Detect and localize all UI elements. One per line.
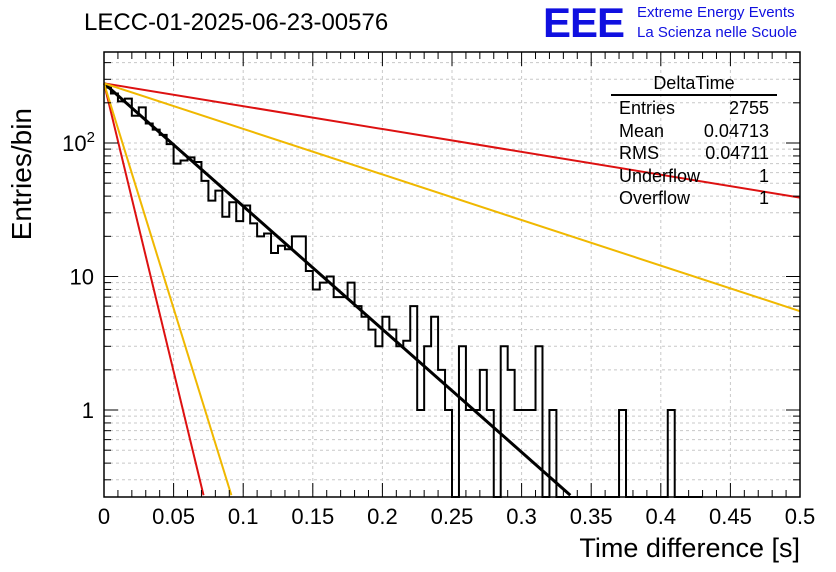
stats-label: Mean bbox=[619, 120, 665, 141]
stats-label: Entries bbox=[619, 98, 676, 118]
stats-value: 0.04711 bbox=[705, 143, 769, 163]
x-tick-label: 0.2 bbox=[367, 504, 398, 529]
exp-curve-1 bbox=[103, 83, 205, 496]
stats-box: DeltaTime Entries 2755 Mean 0.04713 RMS … bbox=[611, 72, 777, 210]
x-tick-label: 0.3 bbox=[506, 504, 537, 529]
y-axis-label: Entries/bin bbox=[6, 108, 37, 241]
stats-row-entries: Entries 2755 bbox=[611, 97, 777, 120]
stats-label: Underflow bbox=[619, 165, 701, 186]
logo-line-1: Extreme Energy Events bbox=[637, 4, 795, 21]
stats-label: RMS bbox=[619, 143, 659, 163]
stats-row-rms: RMS 0.04711 bbox=[611, 142, 777, 165]
x-tick-label: 0.4 bbox=[646, 504, 677, 529]
stats-row-underflow: Underflow 1 bbox=[611, 165, 777, 188]
x-tick-label: 0.05 bbox=[152, 504, 195, 529]
x-tick-label: 0 bbox=[98, 504, 110, 529]
x-tick-label: 0.1 bbox=[228, 504, 259, 529]
eee-logo: EEE bbox=[543, 0, 625, 46]
y-tick-label: 10 bbox=[70, 265, 94, 290]
x-tick-label: 0.5 bbox=[785, 504, 816, 529]
x-axis-label: Time difference [s] bbox=[579, 533, 800, 563]
x-tick-label: 0.15 bbox=[291, 504, 334, 529]
axis-ticks bbox=[103, 52, 801, 497]
exp-curve-2 bbox=[103, 83, 233, 496]
plot-frame bbox=[103, 51, 801, 498]
stats-value: 1 bbox=[758, 165, 769, 186]
stats-label: Overflow bbox=[619, 188, 691, 208]
logo-line-2: La Scienza nelle Scuole bbox=[637, 24, 798, 41]
stats-row-overflow: Overflow 1 bbox=[611, 187, 777, 210]
stats-value: 0.04713 bbox=[703, 120, 769, 141]
x-tick-label: 0.25 bbox=[431, 504, 474, 529]
y-tick-labels: 1 10 102 bbox=[62, 129, 95, 423]
page-title: LECC-01-2025-06-23-00576 bbox=[84, 9, 389, 36]
exp-curve-3 bbox=[103, 82, 801, 199]
exp-curve-4 bbox=[103, 82, 801, 313]
stats-title: DeltaTime bbox=[611, 72, 777, 96]
stats-row-mean: Mean 0.04713 bbox=[611, 120, 777, 143]
stats-value: 1 bbox=[758, 188, 769, 208]
x-tick-label: 0.35 bbox=[570, 504, 613, 529]
x-tick-label: 0.45 bbox=[709, 504, 752, 529]
y-tick-label: 102 bbox=[62, 129, 95, 156]
exp-curve-0 bbox=[103, 82, 572, 497]
stats-value: 2755 bbox=[728, 98, 769, 118]
x-tick-labels: 0 0.05 0.1 0.15 0.2 0.25 0.3 0.35 0.4 0.45 0.5 bbox=[98, 504, 815, 529]
y-tick-label: 1 bbox=[82, 398, 94, 423]
